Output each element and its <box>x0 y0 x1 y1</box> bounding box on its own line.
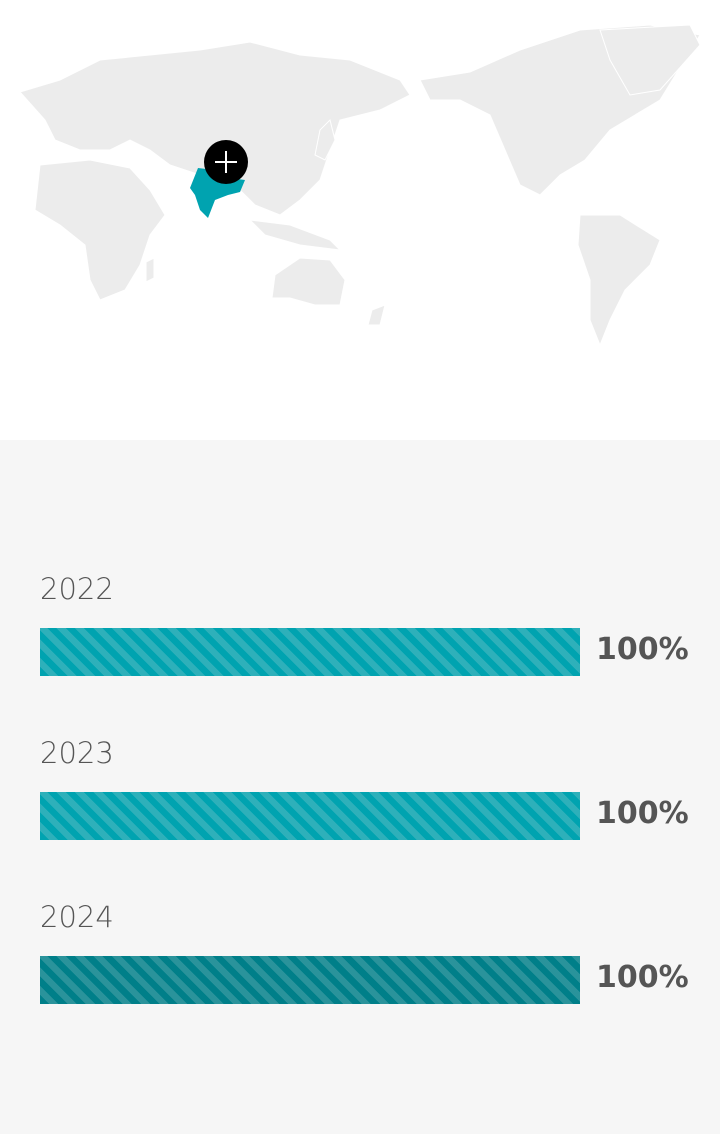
bar-track <box>40 628 580 676</box>
map-europe-asia <box>19 41 411 216</box>
value-label: 100% <box>596 960 689 995</box>
bar-2024 <box>40 956 580 1004</box>
map-nz <box>367 304 386 326</box>
world-map <box>0 0 720 440</box>
bar-track <box>40 956 580 1004</box>
map-greenland <box>599 24 701 96</box>
bar-track <box>40 792 580 840</box>
category-label: 2022 <box>40 572 114 606</box>
plus-icon[interactable] <box>204 140 248 184</box>
map-south-america <box>577 214 661 347</box>
value-label: 100% <box>596 796 689 831</box>
map-madagascar <box>145 257 155 283</box>
world-map-svg <box>19 24 701 347</box>
map-australia <box>271 257 346 306</box>
value-label: 100% <box>596 632 689 667</box>
bar-chart: 2022 100% 2023 100% 2024 100% <box>0 440 720 1134</box>
category-label: 2024 <box>40 900 114 934</box>
category-label: 2023 <box>40 736 114 770</box>
map-africa <box>34 159 166 301</box>
bar-2023 <box>40 792 580 840</box>
map-se-asia <box>248 219 342 251</box>
map-japan <box>314 119 336 161</box>
bar-2022 <box>40 628 580 676</box>
